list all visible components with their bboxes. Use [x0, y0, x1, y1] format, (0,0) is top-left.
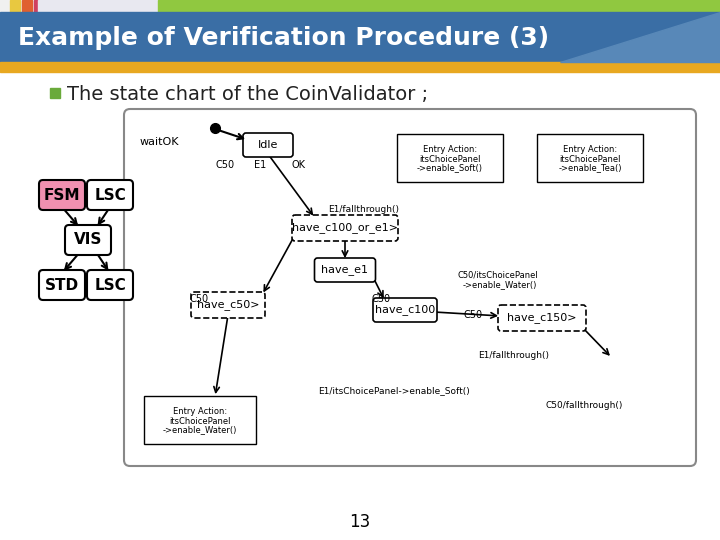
- Text: VIS: VIS: [74, 233, 102, 247]
- Text: waitOK: waitOK: [140, 137, 179, 147]
- FancyBboxPatch shape: [373, 298, 437, 322]
- Text: have_e1: have_e1: [322, 265, 369, 275]
- Text: C50/fallthrough(): C50/fallthrough(): [545, 401, 622, 410]
- Text: C50: C50: [216, 160, 235, 170]
- Text: Entry Action:: Entry Action:: [423, 145, 477, 154]
- Text: LSC: LSC: [94, 187, 126, 202]
- Text: ->enable_Soft(): ->enable_Soft(): [417, 164, 483, 172]
- FancyBboxPatch shape: [39, 180, 85, 210]
- Text: ->enable_Water(): ->enable_Water(): [163, 426, 237, 435]
- FancyBboxPatch shape: [292, 215, 398, 241]
- Text: E1/fallthrough(): E1/fallthrough(): [328, 205, 399, 214]
- Text: The state chart of the CoinValidator ;: The state chart of the CoinValidator ;: [67, 84, 428, 104]
- FancyBboxPatch shape: [124, 109, 696, 466]
- FancyBboxPatch shape: [397, 134, 503, 182]
- Text: C50: C50: [463, 310, 482, 320]
- Text: itsChoicePanel: itsChoicePanel: [559, 154, 621, 164]
- Text: STD: STD: [45, 278, 79, 293]
- FancyBboxPatch shape: [537, 134, 643, 182]
- Polygon shape: [560, 12, 720, 62]
- FancyBboxPatch shape: [87, 180, 133, 210]
- Text: OK: OK: [292, 160, 306, 170]
- FancyBboxPatch shape: [191, 292, 265, 318]
- Text: 13: 13: [349, 513, 371, 531]
- Text: itsChoicePanel: itsChoicePanel: [169, 416, 230, 426]
- Bar: [158, 0, 720, 12]
- Text: C50: C50: [372, 294, 391, 304]
- FancyBboxPatch shape: [144, 396, 256, 444]
- Bar: [10, 0, 20, 12]
- Bar: [38, 0, 158, 12]
- FancyBboxPatch shape: [65, 225, 111, 255]
- Bar: [0, 62, 720, 72]
- Bar: [0, 72, 720, 540]
- Text: ->enable_Tea(): ->enable_Tea(): [558, 164, 622, 172]
- Text: have_c50>: have_c50>: [197, 300, 259, 310]
- Text: have_c150>: have_c150>: [508, 313, 577, 323]
- Text: Example of Verification Procedure (3): Example of Verification Procedure (3): [18, 26, 549, 50]
- FancyBboxPatch shape: [39, 270, 85, 300]
- Bar: [34, 0, 38, 12]
- FancyBboxPatch shape: [243, 133, 293, 157]
- Text: Entry Action:: Entry Action:: [563, 145, 617, 154]
- Text: FSM: FSM: [44, 187, 80, 202]
- Text: Idle: Idle: [258, 140, 278, 150]
- Text: E1: E1: [254, 160, 266, 170]
- Text: ->enable_Water(): ->enable_Water(): [463, 280, 537, 289]
- Text: Entry Action:: Entry Action:: [173, 408, 227, 416]
- Text: have_c100_or_e1>: have_c100_or_e1>: [292, 222, 398, 233]
- Bar: [50, 88, 60, 98]
- Text: E1/itsChoicePanel->enable_Soft(): E1/itsChoicePanel->enable_Soft(): [318, 386, 469, 395]
- FancyBboxPatch shape: [315, 258, 376, 282]
- Text: itsChoicePanel: itsChoicePanel: [419, 154, 481, 164]
- Text: C50: C50: [190, 294, 209, 304]
- Text: C50/itsChoicePanel: C50/itsChoicePanel: [458, 271, 539, 280]
- FancyBboxPatch shape: [498, 305, 586, 331]
- FancyBboxPatch shape: [87, 270, 133, 300]
- Text: E1/fallthrough(): E1/fallthrough(): [478, 351, 549, 360]
- Bar: [22, 0, 32, 12]
- Text: LSC: LSC: [94, 278, 126, 293]
- Text: have_c100: have_c100: [375, 305, 435, 315]
- Bar: [0, 12, 720, 62]
